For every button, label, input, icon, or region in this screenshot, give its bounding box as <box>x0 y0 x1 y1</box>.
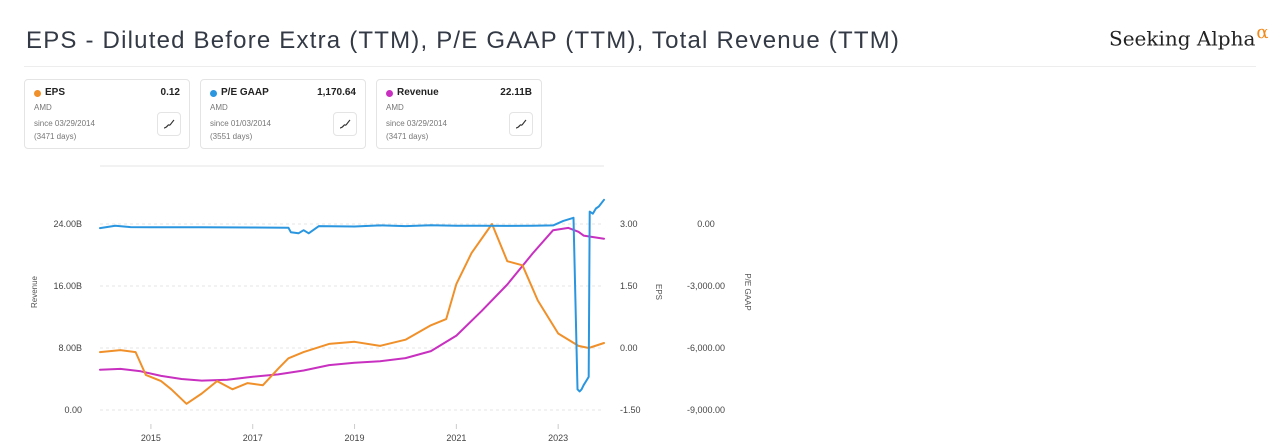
series-since: since 01/03/2014 <box>210 119 271 128</box>
sparkline-icon[interactable] <box>333 112 357 136</box>
series-color-dot <box>210 90 217 97</box>
x-tick-label: 2015 <box>141 433 161 443</box>
series-since: since 03/29/2014 <box>386 119 447 128</box>
series-days: (3471 days) <box>386 132 429 141</box>
pe-axis-title: P/E GAAP <box>743 273 752 310</box>
x-tick-label: 2017 <box>243 433 263 443</box>
x-tick-label: 2023 <box>548 433 568 443</box>
revenue-tick-label: 24.00B <box>53 219 82 229</box>
legend-card-revenue[interactable]: Revenue 22.11B AMD since 03/29/2014 (347… <box>376 79 542 149</box>
legend-card-pe-gaap[interactable]: P/E GAAP 1,170.64 AMD since 01/03/2014 (… <box>200 79 366 149</box>
x-tick-label: 2021 <box>446 433 466 443</box>
pe-tick-label: -3,000.00 <box>687 281 725 291</box>
revenue-tick-label: 0.00 <box>64 405 82 415</box>
series-since: since 03/29/2014 <box>34 119 95 128</box>
series-line-p-e-gaap <box>99 198 605 393</box>
series-days: (3471 days) <box>34 132 77 141</box>
legend-cards: EPS 0.12 AMD since 03/29/2014 (3471 days… <box>24 79 542 149</box>
x-tick-label: 2019 <box>345 433 365 443</box>
series-value: 0.12 <box>160 87 180 98</box>
pe-tick-label: -9,000.00 <box>687 405 725 415</box>
series-line-eps <box>99 223 605 405</box>
seeking-alpha-logo[interactable]: Seeking Alphaα <box>1109 22 1269 51</box>
sparkline-icon[interactable] <box>157 112 181 136</box>
eps-tick-label: -1.50 <box>620 405 641 415</box>
series-ticker: AMD <box>34 103 52 112</box>
pe-tick-label: 0.00 <box>697 219 715 229</box>
series-ticker: AMD <box>386 103 404 112</box>
series-value: 1,170.64 <box>317 87 356 98</box>
revenue-tick-label: 16.00B <box>53 281 82 291</box>
revenue-tick-label: 8.00B <box>58 343 82 353</box>
alpha-icon: α <box>1256 22 1269 43</box>
eps-tick-label: 3.00 <box>620 219 638 229</box>
series-ticker: AMD <box>210 103 228 112</box>
legend-card-eps[interactable]: EPS 0.12 AMD since 03/29/2014 (3471 days… <box>24 79 190 149</box>
eps-tick-label: 1.50 <box>620 281 638 291</box>
series-name: P/E GAAP <box>221 87 269 98</box>
header-divider <box>24 66 1256 67</box>
eps-tick-label: 0.00 <box>620 343 638 353</box>
series-value: 22.11B <box>500 87 532 98</box>
series-line-revenue <box>99 226 605 382</box>
series-days: (3551 days) <box>210 132 253 141</box>
pe-tick-label: -6,000.00 <box>687 343 725 353</box>
logo-text: Seeking Alpha <box>1109 26 1256 51</box>
sparkline-icon[interactable] <box>509 112 533 136</box>
series-color-dot <box>34 90 41 97</box>
series-color-dot <box>386 90 393 97</box>
eps-axis-title: EPS <box>654 284 663 300</box>
chart-title: EPS - Diluted Before Extra (TTM), P/E GA… <box>26 27 901 54</box>
series-name: Revenue <box>397 87 439 98</box>
series-name: EPS <box>45 87 66 98</box>
revenue-axis-title: Revenue <box>30 275 39 308</box>
